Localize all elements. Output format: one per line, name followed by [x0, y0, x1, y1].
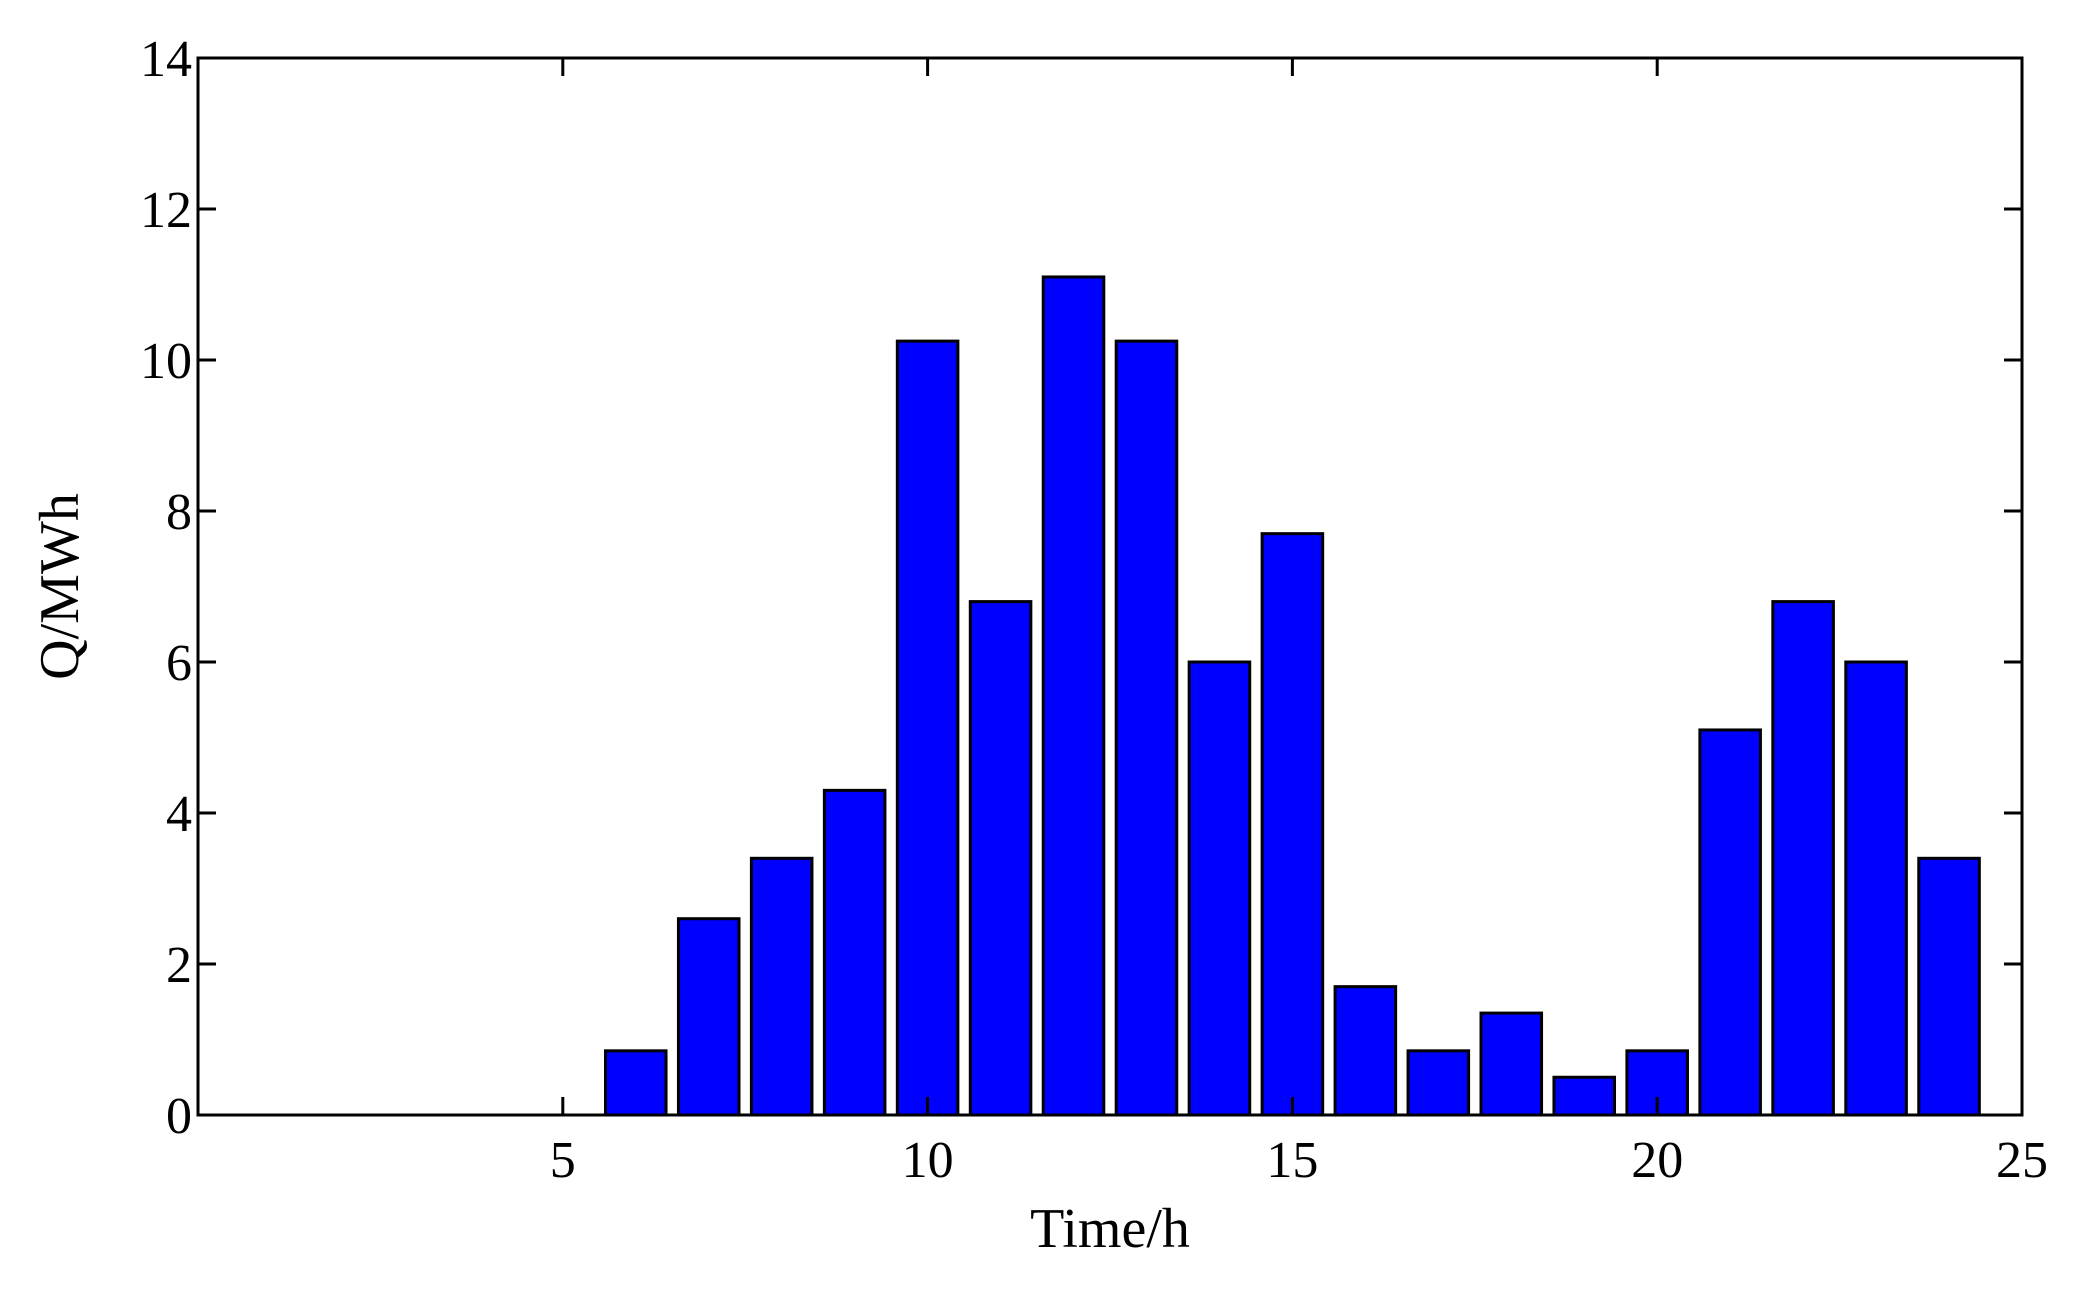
bar-hour-8 — [749, 856, 814, 1117]
x-tick-label-20: 20 — [1631, 1132, 1683, 1189]
bar-hour-11 — [968, 600, 1033, 1117]
bar-hour-9 — [822, 788, 887, 1117]
y-tick-label-0: 0 — [166, 1088, 192, 1145]
bar-hour-15 — [1260, 532, 1325, 1117]
y-tick-label-6: 6 — [166, 635, 192, 692]
x-tick-label-10: 10 — [902, 1132, 954, 1189]
bar-hour-17 — [1406, 1049, 1471, 1117]
y-tick-label-10: 10 — [140, 333, 192, 390]
bar-hour-18 — [1479, 1011, 1544, 1117]
y-tick-label-8: 8 — [166, 484, 192, 541]
bar-hour-23 — [1844, 660, 1908, 1117]
bar-hour-10 — [895, 339, 960, 1117]
bar-hour-19 — [1552, 1075, 1617, 1117]
x-tick-label-25: 25 — [1996, 1132, 2048, 1189]
bars-layer — [603, 275, 1981, 1117]
bar-hour-21 — [1698, 728, 1762, 1117]
bar-hour-12 — [1041, 275, 1106, 1117]
x-tick-label-5: 5 — [550, 1132, 576, 1189]
bar-hour-16 — [1333, 985, 1398, 1117]
y-tick-label-2: 2 — [166, 937, 192, 994]
y-tick-label-12: 12 — [140, 182, 192, 239]
bar-hour-22 — [1771, 600, 1835, 1117]
tick-labels-layer: 5 10 15 20 25 0 2 4 6 8 10 12 14 — [140, 31, 2048, 1189]
y-tick-label-4: 4 — [166, 786, 192, 843]
y-axis-title: Q/MWh — [29, 493, 91, 680]
bar-hour-6 — [603, 1049, 668, 1117]
bar-hour-24 — [1917, 856, 1981, 1117]
bar-hour-7 — [676, 917, 741, 1117]
x-axis-title: Time/h — [1030, 1198, 1190, 1260]
bar-hour-14 — [1187, 660, 1252, 1117]
plot-frame — [196, 56, 2024, 1117]
y-tick-label-14: 14 — [140, 31, 192, 88]
bar-hour-13 — [1114, 339, 1179, 1117]
x-tick-label-15: 15 — [1266, 1132, 1318, 1189]
